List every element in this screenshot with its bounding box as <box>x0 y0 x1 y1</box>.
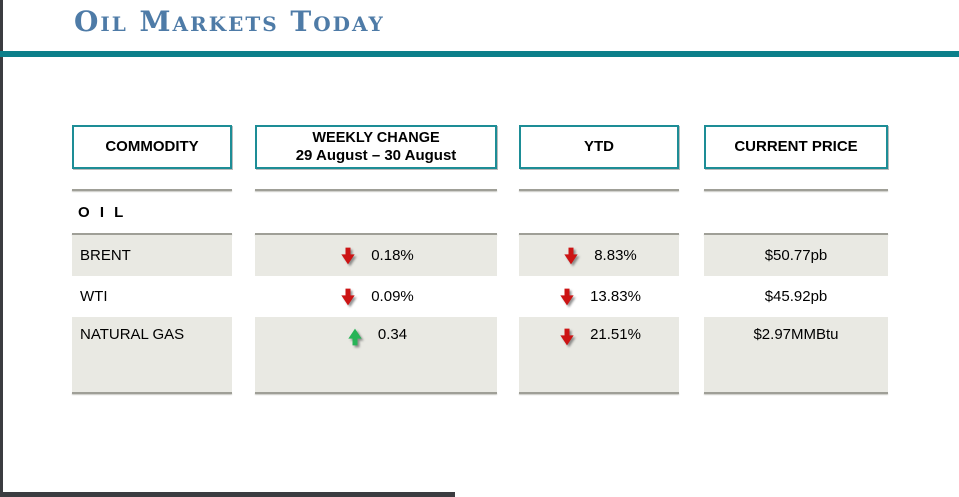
divider <box>72 189 232 191</box>
weekly-change-natural-gas-value: 0.34 <box>377 326 408 343</box>
ytd-header-label: YTD <box>584 137 614 155</box>
divider <box>72 392 232 394</box>
divider <box>255 189 497 191</box>
divider <box>704 392 888 394</box>
section-label-oil: O I L <box>78 203 127 221</box>
weekly-change-header-label: WEEKLY CHANGE <box>312 129 440 146</box>
divider <box>72 233 232 235</box>
current-price-header: CURRENT PRICE <box>704 125 888 169</box>
ytd-header: YTD <box>519 125 679 169</box>
divider <box>255 233 497 235</box>
bottom-frame-bar <box>0 492 455 497</box>
weekly-change-wti: 0.09% <box>255 276 497 317</box>
current-price-natural-gas: $2.97MMBtu <box>704 317 888 392</box>
commodity-column: COMMODITY O I L BRENT WTI NATURAL GAS <box>72 125 232 394</box>
commodity-name-wti: WTI <box>80 288 108 305</box>
divider <box>704 189 888 191</box>
down-arrow-icon <box>564 247 578 264</box>
down-arrow-icon <box>341 247 355 264</box>
current-price-brent: $50.77pb <box>704 235 888 276</box>
current-price-column: CURRENT PRICE $50.77pb $45.92pb $2.97MMB… <box>704 125 888 394</box>
ytd-wti-value: 13.83% <box>590 288 641 305</box>
page-title: Oil Markets Today <box>74 5 385 38</box>
left-frame-bar <box>0 0 3 497</box>
title-divider-rule <box>0 51 959 57</box>
divider <box>255 392 497 394</box>
weekly-change-wti-value: 0.09% <box>371 288 414 305</box>
commodity-name-natural-gas: NATURAL GAS <box>72 317 232 392</box>
down-arrow-icon <box>341 288 355 305</box>
ytd-wti: 13.83% <box>519 276 679 317</box>
commodity-name-brent: BRENT <box>72 235 232 276</box>
weekly-change-natural-gas: 0.34 <box>255 317 497 392</box>
current-price-header-label: CURRENT PRICE <box>734 137 858 155</box>
divider <box>519 233 679 235</box>
ytd-column: YTD 8.83% 13.83% 21.51% <box>519 125 679 394</box>
section-spacer <box>519 191 679 233</box>
ytd-brent-value: 8.83% <box>594 247 637 264</box>
ytd-brent: 8.83% <box>519 235 679 276</box>
commodity-header-label: COMMODITY <box>105 137 199 155</box>
divider <box>519 392 679 394</box>
divider <box>519 189 679 191</box>
ytd-natural-gas-value: 21.51% <box>590 326 641 343</box>
divider <box>704 233 888 235</box>
up-arrow-icon <box>348 328 362 346</box>
weekly-change-header-dates: 29 August – 30 August <box>295 146 457 164</box>
weekly-change-header: WEEKLY CHANGE 29 August – 30 August <box>255 125 497 169</box>
weekly-change-brent: 0.18% <box>255 235 497 276</box>
current-price-wti: $45.92pb <box>764 288 828 305</box>
ytd-natural-gas: 21.51% <box>519 317 679 392</box>
down-arrow-icon <box>560 328 574 346</box>
section-spacer <box>255 191 497 233</box>
commodity-header: COMMODITY <box>72 125 232 169</box>
section-spacer <box>704 191 888 233</box>
weekly-change-brent-value: 0.18% <box>371 247 414 264</box>
down-arrow-icon <box>560 288 574 305</box>
weekly-change-column: WEEKLY CHANGE 29 August – 30 August 0.18… <box>255 125 497 394</box>
